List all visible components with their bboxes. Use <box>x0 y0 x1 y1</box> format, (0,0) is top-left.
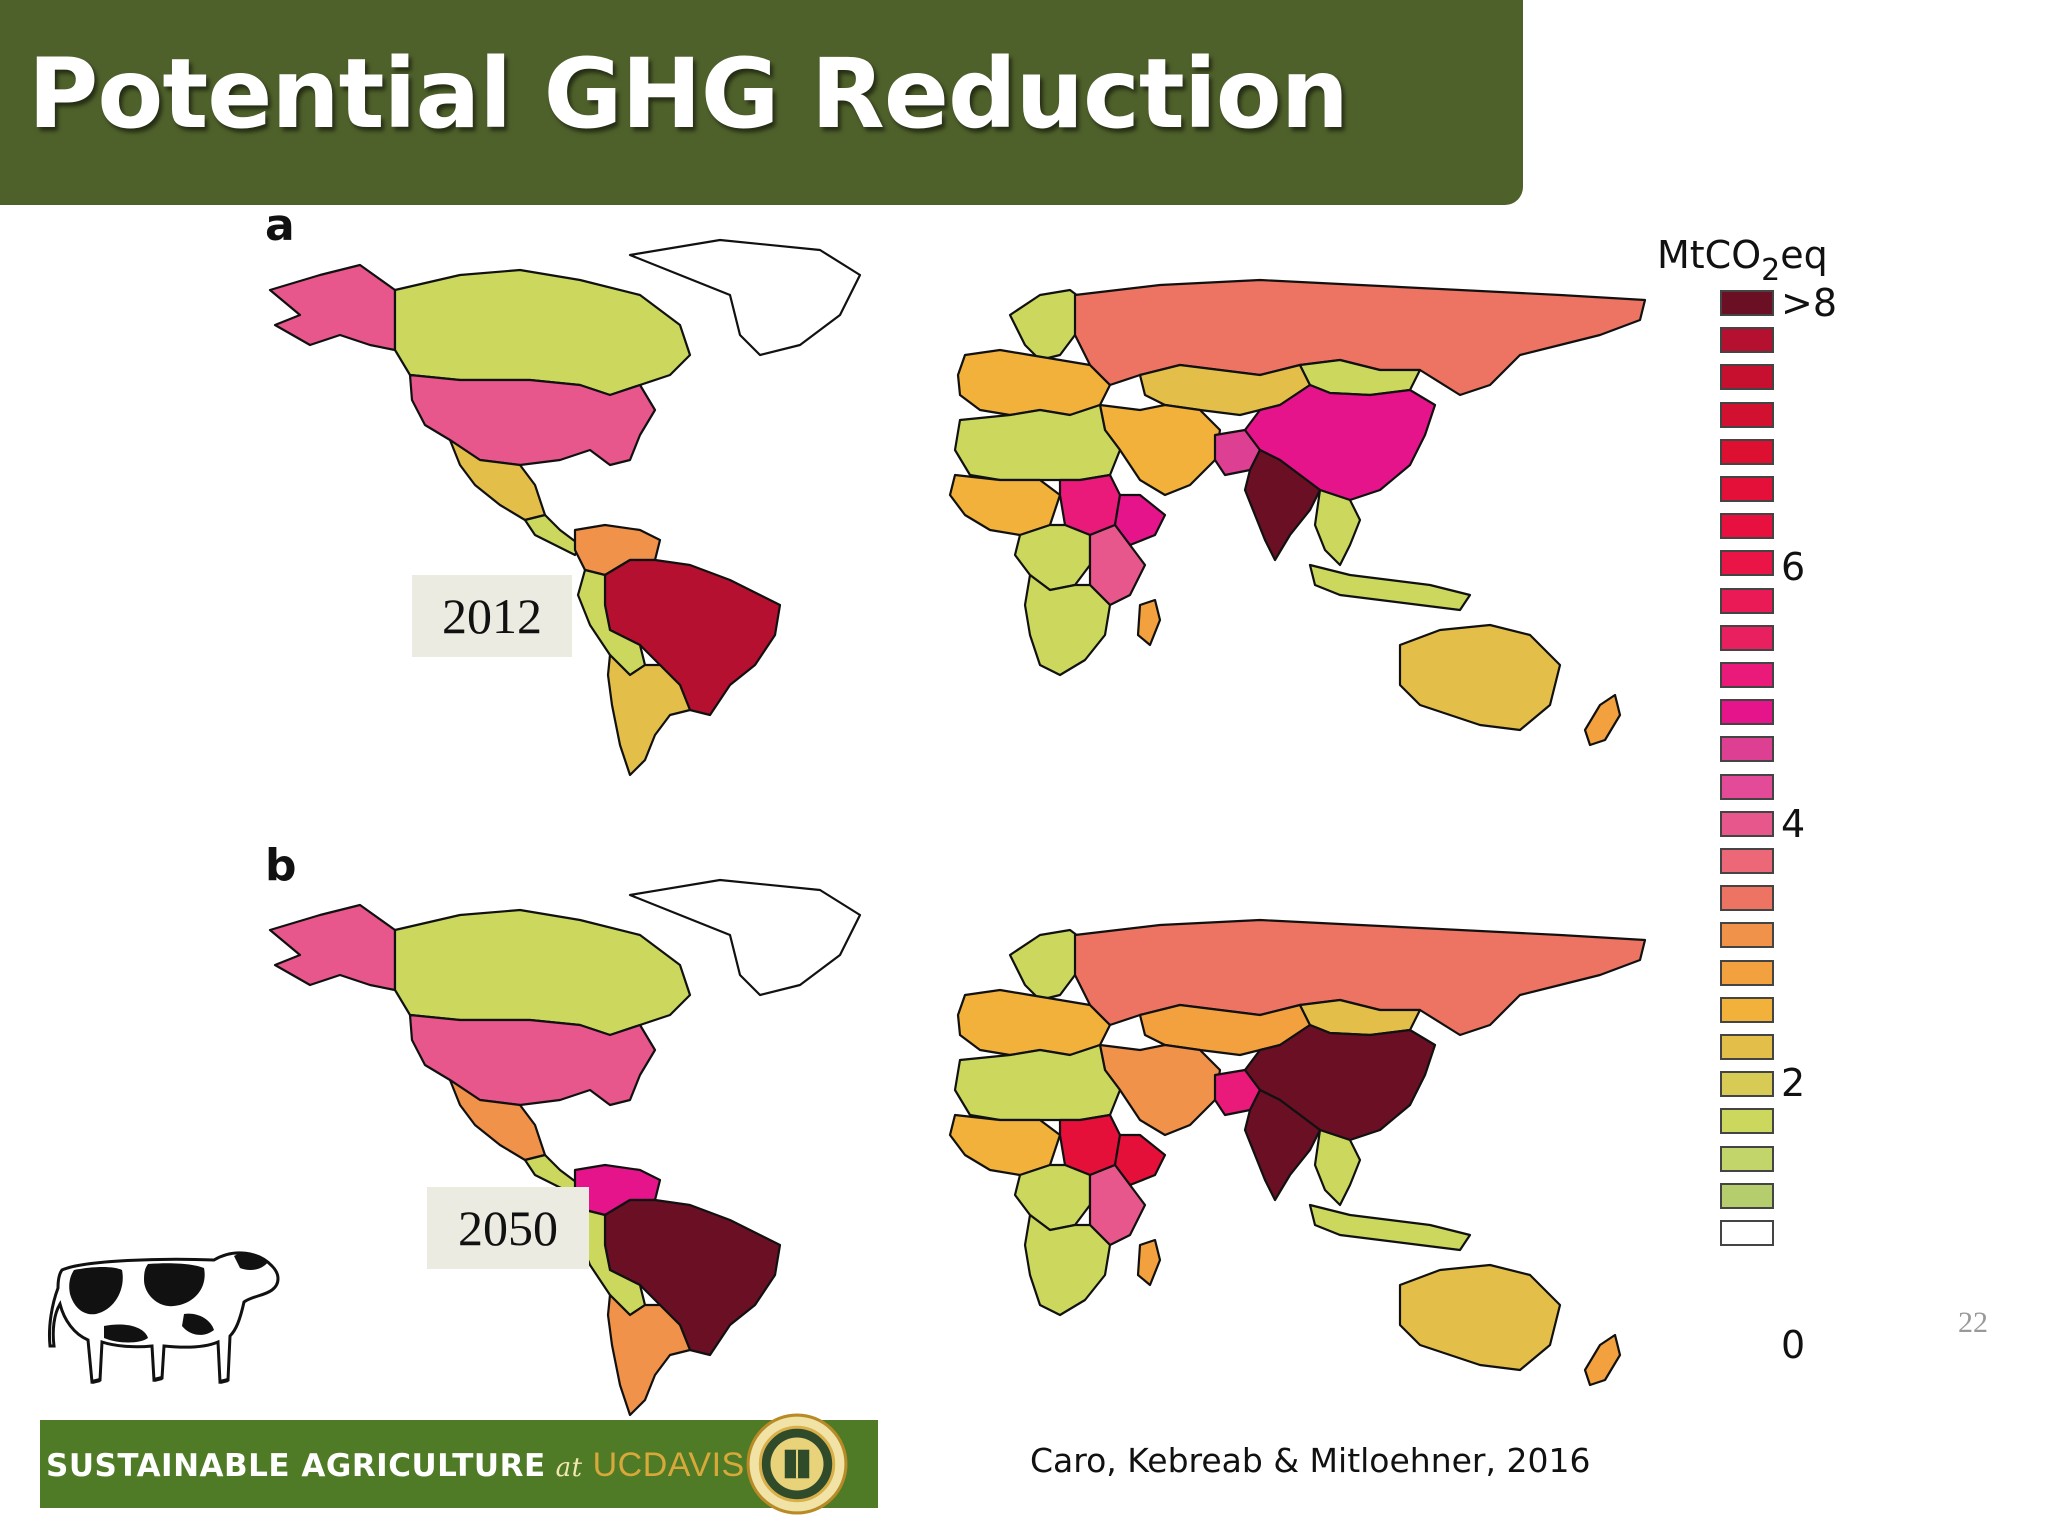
region-east-africa <box>1088 523 1147 607</box>
legend-swatch <box>1720 290 1774 316</box>
legend-swatch <box>1720 588 1774 614</box>
region-north-africa <box>953 1043 1122 1122</box>
region-alaska <box>268 263 397 352</box>
region-argentina <box>606 653 692 777</box>
holstein-cow-icon <box>48 1251 280 1384</box>
region-central-africa <box>1013 523 1092 592</box>
legend-swatch <box>1720 550 1774 576</box>
region-madagascar <box>1136 1238 1162 1287</box>
legend-swatch <box>1720 997 1774 1023</box>
slide-title: Potential GHG Reduction <box>28 38 1349 150</box>
map-2050 <box>268 878 1647 1417</box>
panel-letter-b: b <box>265 840 297 891</box>
region-west-africa <box>948 1113 1062 1177</box>
region-india <box>1243 448 1322 562</box>
region-southern-africa <box>1023 573 1112 677</box>
region-australia <box>1398 623 1562 732</box>
citation: Caro, Kebreab & Mitloehner, 2016 <box>1030 1441 1591 1480</box>
region-canada <box>393 908 692 1037</box>
region-madagascar <box>1136 598 1162 647</box>
legend-title: MtCO2eq <box>1657 233 1828 288</box>
region-nz <box>1583 1333 1622 1387</box>
legend-label-2: 2 <box>1781 1061 1806 1105</box>
region-indonesia <box>1308 563 1472 612</box>
region-india <box>1243 1088 1322 1202</box>
legend-label-gt8: >8 <box>1781 281 1838 325</box>
region-central-america <box>523 513 582 557</box>
region-argentina <box>606 1293 692 1417</box>
legend-label-6: 6 <box>1781 545 1806 589</box>
region-greenland <box>628 238 862 357</box>
region-se-asia <box>1313 1128 1362 1207</box>
legend-swatch <box>1720 1108 1774 1134</box>
region-canada <box>393 268 692 397</box>
sustainable-agriculture-logo: SUSTAINABLE AGRICULTURE at UCDAVIS <box>40 1420 878 1508</box>
legend-swatch <box>1720 625 1774 651</box>
legend-label-0: 0 <box>1781 1323 1806 1367</box>
logo-text-at: at <box>555 1453 583 1483</box>
year-label-2012: 2012 <box>412 575 572 657</box>
legend-swatch <box>1720 476 1774 502</box>
legend-swatch <box>1720 513 1774 539</box>
legend-title-sub: 2 <box>1761 253 1781 288</box>
region-southern-africa <box>1023 1213 1112 1317</box>
region-se-asia <box>1313 488 1362 567</box>
legend-label-4: 4 <box>1781 802 1806 846</box>
page-number: 22 <box>1958 1306 1988 1339</box>
legend-swatch <box>1720 402 1774 428</box>
title-bar: Potential GHG Reduction <box>0 0 1523 205</box>
legend-swatch <box>1720 364 1774 390</box>
region-east-africa <box>1088 1163 1147 1247</box>
region-central-africa <box>1013 1163 1092 1232</box>
logo-text-uc: UCDAVIS <box>592 1446 745 1484</box>
legend-swatch <box>1720 662 1774 688</box>
legend-title-end: eq <box>1780 233 1828 277</box>
legend-swatch <box>1720 699 1774 725</box>
region-greenland <box>628 878 862 997</box>
region-north-africa <box>953 403 1122 482</box>
legend-swatch <box>1720 922 1774 948</box>
region-nz <box>1583 693 1622 747</box>
region-usa <box>408 373 657 467</box>
year-label-2050: 2050 <box>427 1187 589 1269</box>
legend-swatch <box>1720 848 1774 874</box>
legend-swatch <box>1720 774 1774 800</box>
legend-swatch <box>1720 885 1774 911</box>
region-alaska <box>268 903 397 992</box>
legend-swatch <box>1720 811 1774 837</box>
region-australia <box>1398 1263 1562 1372</box>
uc-seal-icon <box>746 1413 848 1515</box>
legend-swatch <box>1720 960 1774 986</box>
legend-swatch <box>1720 1034 1774 1060</box>
map-2012 <box>268 238 1647 777</box>
region-west-africa <box>948 473 1062 537</box>
legend-title-main: MtCO <box>1657 233 1762 277</box>
region-indonesia <box>1308 1203 1472 1252</box>
legend-swatch <box>1720 327 1774 353</box>
legend-swatch <box>1720 1220 1774 1246</box>
legend-swatch <box>1720 1071 1774 1097</box>
logo-text-main: SUSTAINABLE AGRICULTURE <box>46 1448 546 1484</box>
legend-swatch <box>1720 736 1774 762</box>
region-usa <box>408 1013 657 1107</box>
legend-swatch <box>1720 1183 1774 1209</box>
legend-swatch <box>1720 1146 1774 1172</box>
legend-swatch <box>1720 439 1774 465</box>
panel-letter-a: a <box>265 200 295 251</box>
